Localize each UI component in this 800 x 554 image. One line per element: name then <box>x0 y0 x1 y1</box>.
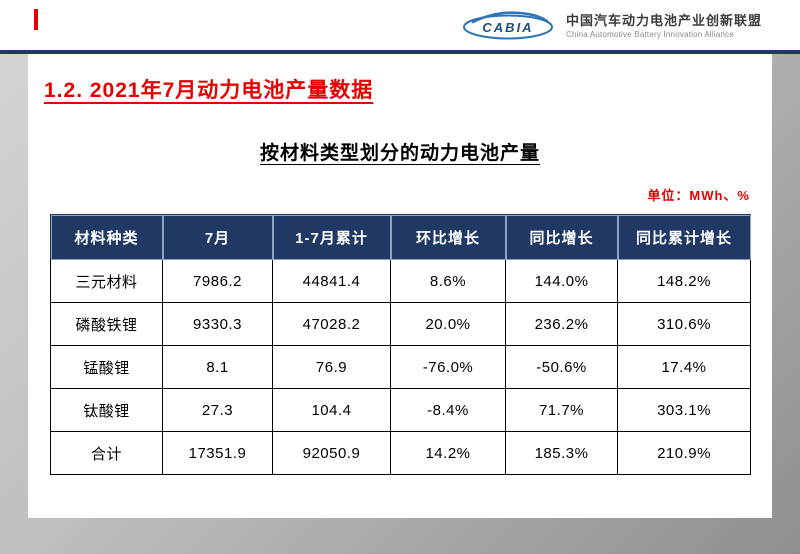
table-cell: 27.3 <box>162 388 273 432</box>
table-row: 钛酸锂 27.3 104.4 -8.4% 71.7% 303.1% <box>50 388 751 432</box>
table-cell: -76.0% <box>390 345 506 389</box>
table-cell: 17351.9 <box>162 431 273 475</box>
header-divider <box>0 50 800 54</box>
table-cell: 310.6% <box>617 302 751 346</box>
table-row: 合计 17351.9 92050.9 14.2% 185.3% 210.9% <box>50 431 751 475</box>
top-bar: CABIA 中国汽车动力电池产业创新联盟 China Automotive Ba… <box>0 0 800 50</box>
table-title: 按材料类型划分的动力电池产量 <box>259 143 540 164</box>
table-row: 锰酸锂 8.1 76.9 -76.0% -50.6% 17.4% <box>50 345 751 389</box>
table-cell: -50.6% <box>505 345 618 389</box>
page-title: 1.2. 2021年7月动力电池产量数据 <box>44 79 374 102</box>
table-cell: 7986.2 <box>162 259 273 303</box>
brand-text: 中国汽车动力电池产业创新联盟 China Automotive Battery … <box>566 13 762 39</box>
table-cell: -8.4% <box>390 388 506 432</box>
table-cell: 144.0% <box>505 259 618 303</box>
table-cell: 20.0% <box>390 302 506 346</box>
logo-text: CABIA <box>482 20 533 35</box>
table-cell: 76.9 <box>272 345 391 389</box>
row-label: 合计 <box>50 431 163 475</box>
content-panel: 1.2. 2021年7月动力电池产量数据 按材料类型划分的动力电池产量 单位：M… <box>28 54 772 518</box>
brand-block: CABIA 中国汽车动力电池产业创新联盟 China Automotive Ba… <box>460 7 762 46</box>
table-cell: 104.4 <box>272 388 391 432</box>
table-cell: 17.4% <box>617 345 751 389</box>
table-header-cell: 1-7月累计 <box>272 214 391 260</box>
table-cell: 92050.9 <box>272 431 391 475</box>
table-cell: 8.1 <box>162 345 273 389</box>
table-cell: 71.7% <box>505 388 618 432</box>
org-name-cn: 中国汽车动力电池产业创新联盟 <box>565 13 762 29</box>
table-header-row: 材料种类 7月 1-7月累计 环比增长 同比增长 同比累计增长 <box>50 214 751 260</box>
row-label: 三元材料 <box>50 259 163 303</box>
table-header-cell: 同比增长 <box>505 214 618 260</box>
table-cell: 14.2% <box>390 431 506 475</box>
table-cell: 148.2% <box>617 259 751 303</box>
table-wrap: 单位：MWh、% 材料种类 7月 1-7月累计 环比增长 同比增长 同比累计增长 <box>50 185 751 475</box>
table-header-cell: 同比累计增长 <box>617 214 751 260</box>
unit-note: 单位：MWh、% <box>647 188 750 203</box>
table-header-cell: 7月 <box>162 214 273 260</box>
table-cell: 47028.2 <box>272 302 391 346</box>
table-cell: 185.3% <box>505 431 618 475</box>
red-accent-line <box>34 9 38 30</box>
table-cell: 210.9% <box>617 431 751 475</box>
row-label: 锰酸锂 <box>50 345 163 389</box>
table-header-cell: 材料种类 <box>50 214 163 260</box>
row-label: 钛酸锂 <box>50 388 163 432</box>
table-cell: 8.6% <box>390 259 506 303</box>
cabia-logo-icon: CABIA <box>460 7 556 46</box>
table-cell: 9330.3 <box>162 302 273 346</box>
org-name-en: China Automotive Battery Innovation Alli… <box>565 29 734 39</box>
table-row: 磷酸铁锂 9330.3 47028.2 20.0% 236.2% 310.6% <box>50 302 751 346</box>
row-label: 磷酸铁锂 <box>50 302 163 346</box>
table-cell: 303.1% <box>617 388 751 432</box>
table-row: 三元材料 7986.2 44841.4 8.6% 144.0% 148.2% <box>50 259 751 303</box>
production-table: 材料种类 7月 1-7月累计 环比增长 同比增长 同比累计增长 三元材料 798… <box>50 214 751 475</box>
table-cell: 236.2% <box>505 302 618 346</box>
table-cell: 44841.4 <box>272 259 391 303</box>
table-header-cell: 环比增长 <box>390 214 506 260</box>
